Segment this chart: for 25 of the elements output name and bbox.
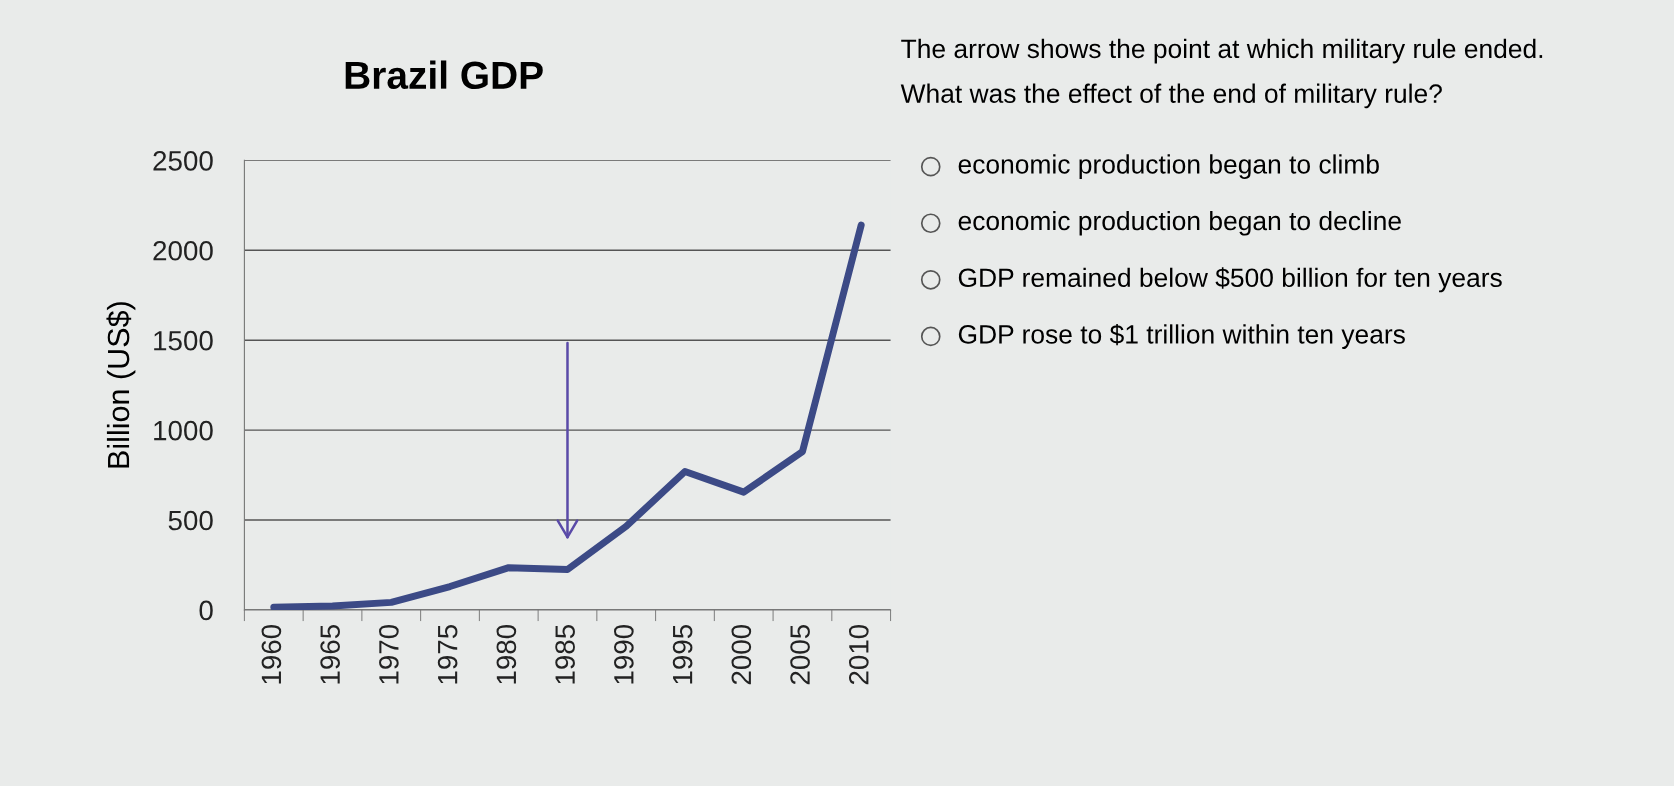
chart-title: Brazil GDP — [345, 60, 543, 90]
x-tick-label: 1980 — [496, 624, 517, 684]
text: What was the effect of the end of military rule? — [900, 83, 1442, 109]
text: economic production began to decline — [958, 210, 1401, 236]
y-tick-label: 1000 — [154, 420, 213, 441]
x-tick-label: 1975 — [437, 624, 458, 684]
text: GDP remained below $500 billion for ten years — [958, 267, 1502, 293]
x-tick-label: 2000 — [731, 624, 752, 685]
y-tick-label: 2000 — [153, 240, 213, 261]
y-tick-label: 500 — [168, 510, 213, 531]
x-tick-label: 1960 — [261, 624, 282, 684]
x-tick-label: 1970 — [379, 624, 399, 684]
x-tick-label: 1995 — [672, 624, 693, 684]
text: economic production began to climb — [958, 154, 1379, 179]
y-tick-label: 2500 — [153, 151, 213, 171]
text: GDP rose to $1 trillion within ten years — [958, 323, 1405, 349]
x-tick-label: 2005 — [790, 624, 810, 685]
y-axis-title: Billion (US$) — [106, 302, 136, 468]
x-tick-label: 2010 — [848, 624, 869, 685]
x-tick-label: 1965 — [320, 624, 340, 684]
text: The arrow shows the point at which military rule ended. — [901, 38, 1543, 64]
y-tick-label: 1500 — [154, 330, 213, 351]
x-tick-label: 1990 — [614, 624, 634, 684]
x-tick-label: 1985 — [555, 624, 575, 684]
y-tick-label: 0 — [199, 600, 213, 621]
